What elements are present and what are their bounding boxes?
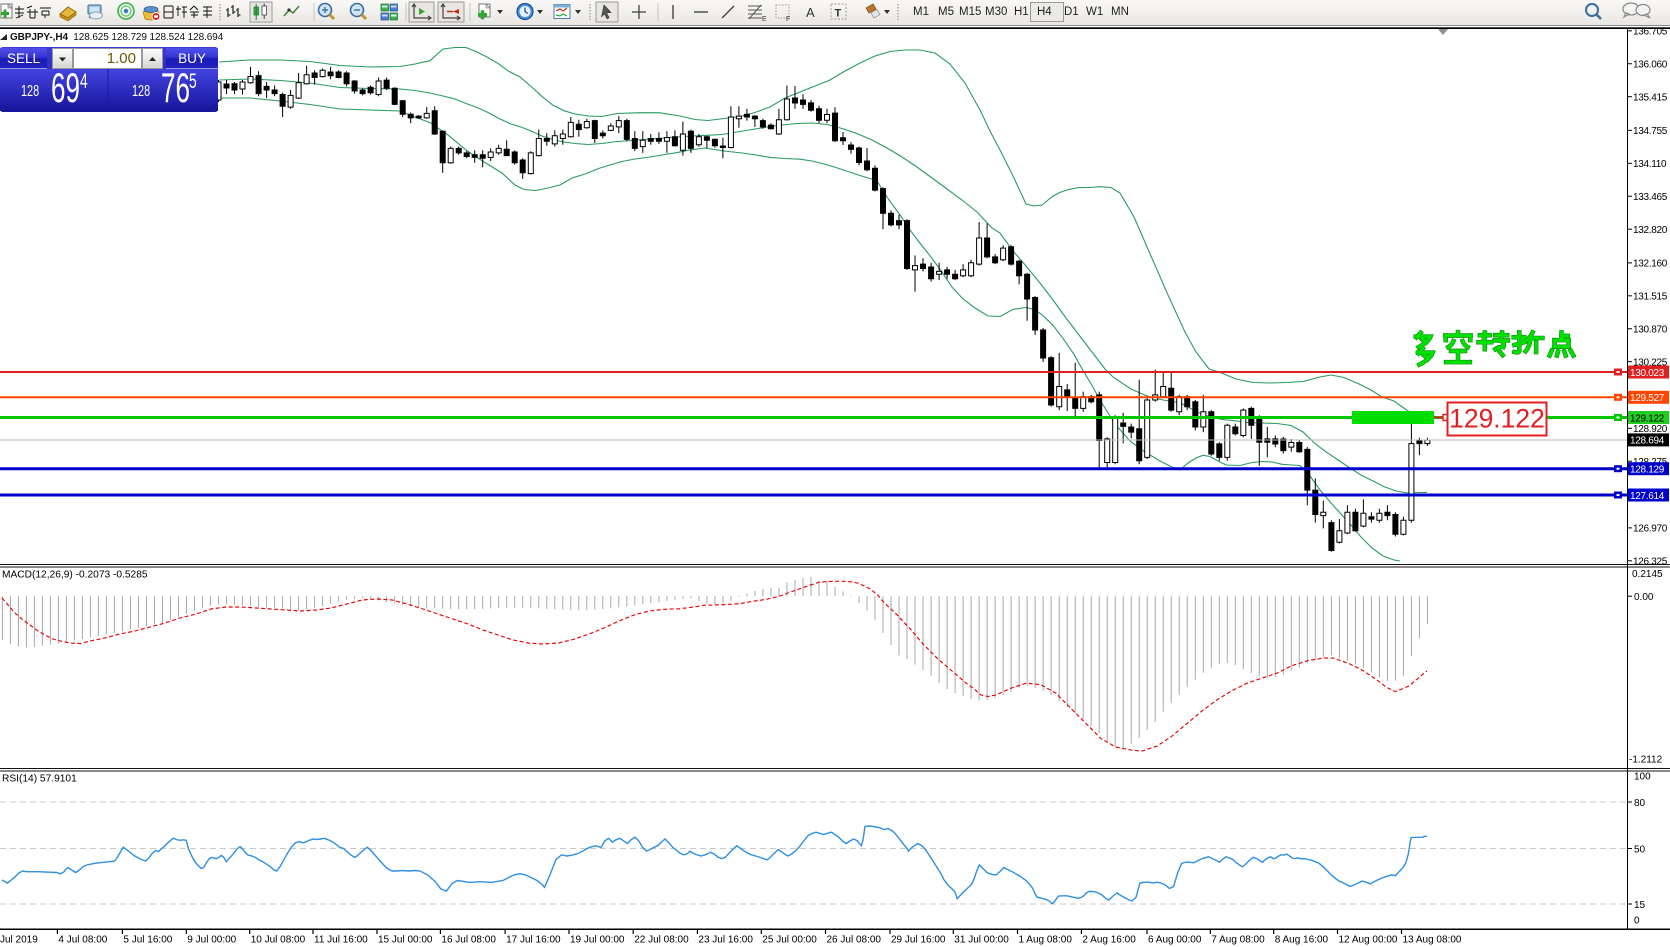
svg-text:133.465: 133.465 <box>1633 192 1668 203</box>
svg-text:130.023: 130.023 <box>1630 368 1665 379</box>
svg-text:134.755: 134.755 <box>1633 126 1668 137</box>
svg-text:132.820: 132.820 <box>1633 225 1668 236</box>
svg-text:8 Aug 16:00: 8 Aug 16:00 <box>1275 935 1329 946</box>
svg-text:Jul 2019: Jul 2019 <box>0 935 38 946</box>
svg-text:5 Jul 16:00: 5 Jul 16:00 <box>123 935 172 946</box>
svg-text:RSI(14) 57.9101: RSI(14) 57.9101 <box>2 774 77 785</box>
svg-text:-1.2112: -1.2112 <box>1629 755 1663 766</box>
svg-text:136.060: 136.060 <box>1633 60 1668 71</box>
svg-text:7 Aug 08:00: 7 Aug 08:00 <box>1211 935 1265 946</box>
svg-text:0: 0 <box>1634 916 1640 927</box>
svg-text:T: T <box>835 8 842 20</box>
svg-text:128.694: 128.694 <box>1630 436 1665 447</box>
svg-text:0.2145: 0.2145 <box>1632 569 1663 580</box>
svg-text:22 Jul 08:00: 22 Jul 08:00 <box>634 935 689 946</box>
svg-text:A: A <box>806 5 815 20</box>
svg-text:134.110: 134.110 <box>1633 159 1667 170</box>
svg-text:131.515: 131.515 <box>1633 292 1668 303</box>
svg-text:130.870: 130.870 <box>1633 325 1668 336</box>
svg-text:135.415: 135.415 <box>1633 92 1668 103</box>
svg-text:4 Jul 08:00: 4 Jul 08:00 <box>58 935 107 946</box>
svg-text:12 Aug 00:00: 12 Aug 00:00 <box>1339 935 1398 946</box>
svg-text:126.970: 126.970 <box>1633 524 1668 535</box>
svg-text:MACD(12,26,9) -0.2073 -0.5285: MACD(12,26,9) -0.2073 -0.5285 <box>2 570 148 581</box>
svg-text:6 Aug 00:00: 6 Aug 00:00 <box>1148 935 1202 946</box>
svg-text:50: 50 <box>1634 844 1646 855</box>
svg-text:129.122: 129.122 <box>1630 413 1665 424</box>
svg-text:10 Jul 08:00: 10 Jul 08:00 <box>251 935 306 946</box>
svg-text:31 Jul 00:00: 31 Jul 00:00 <box>954 935 1009 946</box>
svg-text:F: F <box>786 16 790 23</box>
svg-text:132.160: 132.160 <box>1633 259 1668 270</box>
svg-text:13 Aug 08:00: 13 Aug 08:00 <box>1403 935 1462 946</box>
svg-text:11 Jul 16:00: 11 Jul 16:00 <box>314 935 368 946</box>
svg-text:17 Jul 16:00: 17 Jul 16:00 <box>506 935 561 946</box>
svg-text:9 Jul 00:00: 9 Jul 00:00 <box>187 935 236 946</box>
svg-text:130.225: 130.225 <box>1633 357 1668 368</box>
svg-text:136.705: 136.705 <box>1633 28 1668 38</box>
svg-text:126.325: 126.325 <box>1633 557 1668 568</box>
svg-text:100: 100 <box>1634 772 1651 783</box>
svg-text:128.129: 128.129 <box>1630 465 1665 476</box>
svg-text:1 Aug 08:00: 1 Aug 08:00 <box>1019 935 1073 946</box>
svg-text:26 Jul 08:00: 26 Jul 08:00 <box>827 935 882 946</box>
svg-text:29 Jul 16:00: 29 Jul 16:00 <box>891 935 946 946</box>
svg-text:2 Aug 16:00: 2 Aug 16:00 <box>1082 935 1136 946</box>
svg-text:129.122: 129.122 <box>1449 404 1545 434</box>
svg-text:E: E <box>762 16 767 23</box>
svg-text:15 Jul 00:00: 15 Jul 00:00 <box>378 935 433 946</box>
svg-text:127.614: 127.614 <box>1630 491 1665 502</box>
svg-text:80: 80 <box>1634 798 1646 809</box>
svg-text:19 Jul 00:00: 19 Jul 00:00 <box>570 935 625 946</box>
svg-text:129.527: 129.527 <box>1630 393 1665 404</box>
svg-text:16 Jul 08:00: 16 Jul 08:00 <box>441 935 496 946</box>
svg-text:15: 15 <box>1634 900 1646 911</box>
svg-text:25 Jul 00:00: 25 Jul 00:00 <box>762 935 817 946</box>
svg-text:0.00: 0.00 <box>1634 592 1654 603</box>
svg-text:128.920: 128.920 <box>1633 424 1668 435</box>
svg-text:23 Jul 16:00: 23 Jul 16:00 <box>698 935 753 946</box>
